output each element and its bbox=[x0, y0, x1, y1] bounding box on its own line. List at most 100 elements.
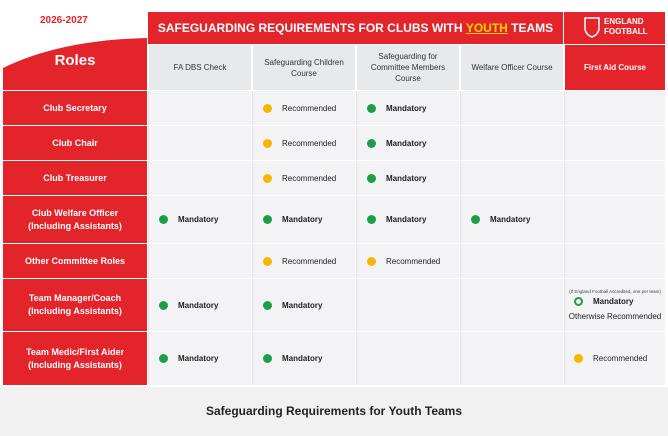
status-text: Recommended bbox=[386, 256, 441, 266]
logo-text: FOOTBALL bbox=[604, 27, 648, 36]
status: Mandatory bbox=[367, 138, 449, 148]
cell bbox=[564, 161, 665, 195]
status: Recommended bbox=[574, 354, 656, 363]
status-text: Mandatory bbox=[282, 300, 323, 310]
logo: ENGLAND FOOTBALL bbox=[604, 17, 648, 37]
role-text: Club Treasurer bbox=[43, 172, 107, 183]
title-text: SAFEGUARDING REQUIREMENTS FOR CLUBS WITH bbox=[157, 21, 466, 35]
status-text: Recommended bbox=[282, 256, 337, 266]
title: SAFEGUARDING REQUIREMENTS FOR CLUBS WITH… bbox=[148, 12, 563, 44]
status-dot bbox=[263, 300, 272, 310]
status-text: Mandatory bbox=[386, 173, 427, 183]
status: Recommended bbox=[263, 256, 345, 266]
cell bbox=[356, 332, 459, 385]
status-dot bbox=[263, 138, 272, 148]
cell: Recommended bbox=[252, 244, 355, 278]
status: Recommended bbox=[367, 256, 449, 266]
cell: Recommended bbox=[252, 126, 355, 160]
column-header: First Aid Course bbox=[564, 45, 665, 90]
status: Mandatory bbox=[367, 103, 449, 113]
cell bbox=[148, 161, 251, 195]
caption: Safeguarding Requirements for Youth Team… bbox=[205, 404, 463, 418]
role-text: (Including Assistants) bbox=[28, 306, 122, 316]
status-dot bbox=[263, 256, 272, 266]
cell bbox=[460, 244, 563, 278]
cell bbox=[460, 161, 563, 195]
cell bbox=[148, 91, 251, 125]
status: Mandatory bbox=[159, 215, 241, 224]
status-text: Mandatory bbox=[178, 300, 219, 310]
role-cell: Club Welfare Officer (Including Assistant… bbox=[3, 196, 147, 243]
cell: Mandatory bbox=[148, 332, 251, 385]
status-dot bbox=[263, 173, 272, 183]
status-text: Mandatory bbox=[178, 354, 219, 363]
status-dot bbox=[574, 354, 583, 363]
status: Recommended bbox=[263, 173, 345, 183]
role-text: Club Chair bbox=[52, 137, 98, 148]
season: 2026-2027 bbox=[40, 15, 88, 26]
status-dot bbox=[159, 215, 168, 224]
role-text: Other Committee Roles bbox=[24, 255, 126, 266]
status-text: Mandatory bbox=[386, 138, 427, 148]
cell bbox=[460, 332, 563, 385]
status: Mandatory bbox=[574, 297, 656, 306]
column-header: Safeguarding Children Course bbox=[252, 45, 355, 90]
status-text: Mandatory bbox=[386, 215, 427, 224]
status-dot bbox=[159, 354, 168, 363]
role-cell: Team Medic/First Aider (Including Assista… bbox=[3, 332, 147, 385]
role-cell: Team Manager/Coach (Including Assistants) bbox=[3, 279, 147, 331]
extra: Otherwise Recommended bbox=[568, 312, 662, 321]
cell bbox=[148, 244, 251, 278]
title-text: TEAMS bbox=[507, 21, 554, 35]
status: Recommended bbox=[263, 103, 345, 113]
role-cell: Other Committee Roles bbox=[3, 244, 147, 278]
status-dot bbox=[367, 215, 376, 224]
logo-text: ENGLAND bbox=[604, 17, 644, 26]
status-dot bbox=[574, 297, 583, 306]
cell: (If England Football Accredited, one per… bbox=[564, 279, 665, 331]
corner: Roles bbox=[54, 52, 96, 69]
cell: Mandatory bbox=[460, 196, 563, 243]
status: Recommended bbox=[263, 138, 345, 148]
cell: Mandatory bbox=[148, 196, 251, 243]
role-text: Team Manager/Coach bbox=[28, 293, 122, 303]
status-dot bbox=[263, 215, 272, 224]
status-text: Mandatory bbox=[593, 297, 634, 306]
status: Mandatory bbox=[263, 354, 345, 363]
role-cell: Club Treasurer bbox=[3, 161, 147, 195]
column-header: FA DBS Check bbox=[148, 45, 251, 90]
status: Mandatory bbox=[367, 173, 449, 183]
status: Mandatory bbox=[367, 215, 449, 224]
status-text: Recommended bbox=[282, 138, 337, 148]
status-text: Recommended bbox=[282, 173, 337, 183]
status-dot bbox=[367, 173, 376, 183]
status-dot bbox=[367, 138, 376, 148]
cell: Mandatory bbox=[356, 196, 459, 243]
status-dot bbox=[263, 103, 272, 113]
status-text: Mandatory bbox=[490, 215, 531, 224]
role-text: Team Medic/First Aider bbox=[25, 346, 125, 357]
cell bbox=[356, 279, 459, 331]
column-header: Welfare Officer Course bbox=[460, 45, 563, 90]
status-text: Recommended bbox=[282, 103, 337, 113]
cell bbox=[564, 126, 665, 160]
role-cell: Club Chair bbox=[3, 126, 147, 160]
cell bbox=[460, 126, 563, 160]
status-dot bbox=[263, 354, 272, 363]
status: Mandatory bbox=[159, 300, 241, 310]
cell: Mandatory bbox=[356, 126, 459, 160]
cell bbox=[564, 244, 665, 278]
role-cell: Club Secretary bbox=[3, 91, 147, 125]
column-header: Safeguarding for Committee Members Cours… bbox=[356, 45, 459, 90]
status-text: Mandatory bbox=[282, 215, 323, 224]
cell: Mandatory bbox=[148, 279, 251, 331]
cell bbox=[148, 126, 251, 160]
status-text: Mandatory bbox=[386, 103, 427, 113]
cell bbox=[564, 91, 665, 125]
role-text: Club Secretary bbox=[43, 102, 107, 113]
status: Mandatory bbox=[263, 215, 345, 224]
status-text: Mandatory bbox=[178, 215, 219, 224]
status-dot bbox=[471, 215, 480, 224]
status: Mandatory bbox=[263, 300, 345, 310]
